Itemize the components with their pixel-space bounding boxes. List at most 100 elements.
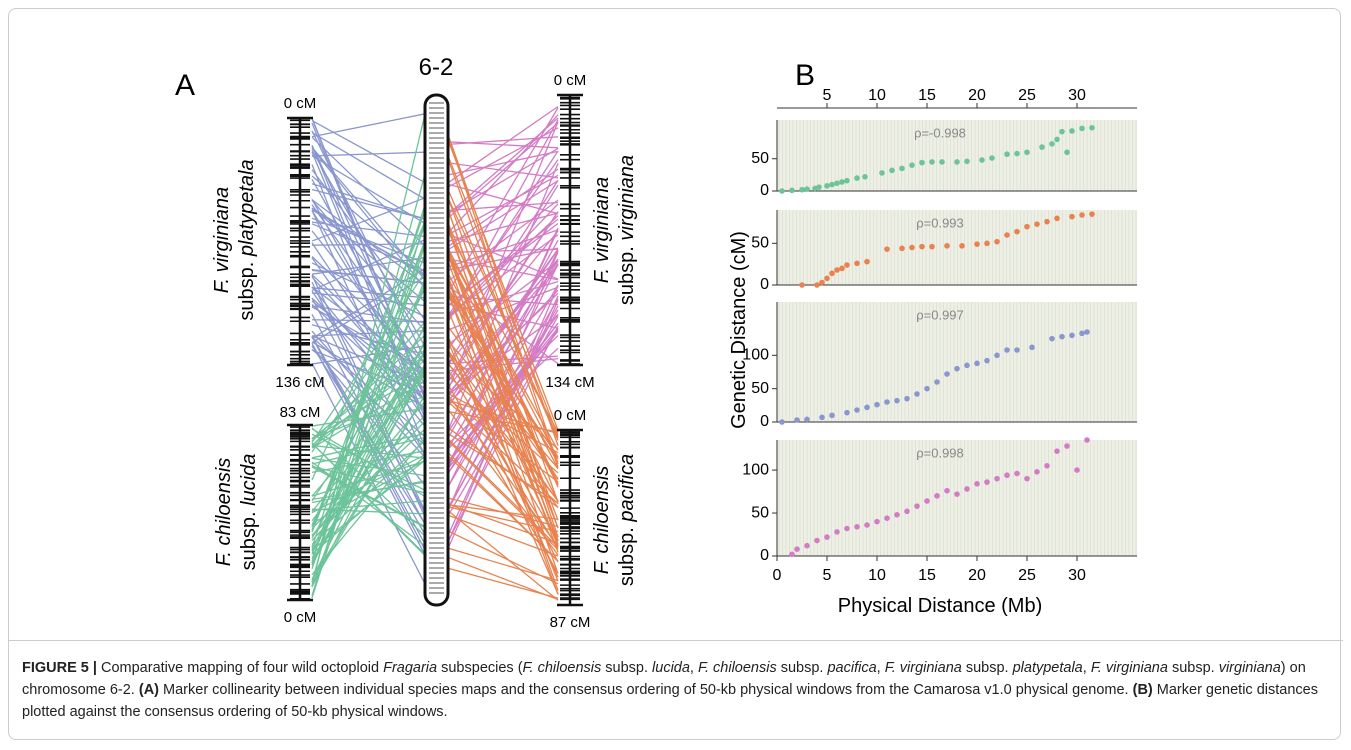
caption-run: FIGURE 5 | (22, 660, 101, 676)
caption-run: lucida (652, 660, 690, 676)
data-point (914, 391, 920, 397)
data-point (934, 379, 940, 385)
data-point (894, 397, 900, 404)
data-point (934, 493, 940, 499)
caption-run: F. chiloensis (522, 660, 602, 676)
x-tick-label: 30 (1068, 567, 1086, 584)
subspecies: lucida (238, 454, 260, 506)
data-point (944, 243, 950, 249)
marker-link (311, 306, 426, 371)
marker-link (447, 264, 559, 396)
data-point (924, 498, 930, 504)
marker-link (311, 204, 426, 364)
data-point (799, 282, 805, 288)
data-point (834, 267, 840, 273)
marker-link (311, 444, 426, 459)
marker-link (311, 457, 426, 477)
data-point (789, 187, 795, 194)
caption-run: subsp. (776, 660, 828, 676)
marker-link (311, 114, 426, 587)
marker-link (311, 369, 426, 522)
marker-link (311, 420, 426, 541)
map-top-label: 83 cM (280, 404, 321, 421)
marker-link (447, 357, 559, 372)
marker-link (447, 384, 559, 574)
x-tick-label: 0 (773, 567, 782, 584)
y-tick-label: 0 (760, 182, 769, 199)
marker-link (311, 454, 426, 514)
marker-link (311, 415, 426, 529)
data-point (844, 177, 850, 184)
separator (8, 640, 1343, 641)
marker-link (447, 251, 559, 451)
x-tick-label: 5 (823, 87, 832, 104)
data-point (1069, 128, 1075, 134)
species-name: F. chiloensis (591, 466, 613, 575)
data-point (899, 165, 905, 172)
data-point (959, 243, 965, 249)
rank: subsp. (616, 527, 638, 586)
caption-run: subspecies ( (437, 660, 523, 676)
marker-link (447, 506, 559, 532)
data-point (862, 174, 868, 180)
marker-link (447, 119, 559, 323)
y-tick-label: 100 (742, 347, 769, 364)
marker-link (447, 514, 559, 557)
data-point (844, 262, 850, 268)
data-point (1049, 335, 1055, 342)
data-point (994, 352, 1000, 359)
marker-link (447, 305, 559, 511)
data-point (1014, 228, 1020, 235)
caption-run: , (876, 660, 885, 676)
correlation-annotation: ρ=0.997 (916, 307, 964, 322)
y-tick-label: 0 (760, 547, 769, 564)
marker-link (447, 150, 559, 176)
data-point (874, 401, 880, 408)
data-point (854, 175, 860, 181)
marker-link (311, 366, 426, 562)
data-point (829, 270, 835, 277)
data-point (1084, 329, 1090, 335)
y-axis-label: Genetic Distance (cM) (728, 231, 750, 429)
correlation-annotation: ρ=0.998 (916, 445, 964, 460)
marker-link (311, 349, 426, 446)
data-point (964, 362, 970, 369)
data-point (984, 240, 990, 247)
data-point (1039, 144, 1045, 150)
data-point (889, 167, 895, 174)
marker-link (311, 155, 426, 224)
marker-link (447, 369, 559, 549)
data-point (1054, 448, 1060, 454)
data-point (829, 412, 835, 419)
marker-link (311, 197, 426, 242)
data-point (974, 241, 980, 247)
data-point (829, 181, 835, 188)
caption-run: (B) (1132, 682, 1153, 698)
correlation-annotation: ρ=-0.998 (914, 125, 966, 140)
data-point (1024, 475, 1030, 482)
map-bottom-label: 136 cM (275, 374, 324, 391)
marker-link (447, 410, 559, 433)
marker-link (311, 442, 426, 556)
rank: subsp. (616, 246, 638, 305)
data-point (899, 245, 905, 252)
x-tick-label: 15 (918, 567, 936, 584)
marker-link (311, 335, 426, 535)
marker-link (447, 248, 559, 254)
panel-label: B (795, 59, 815, 92)
subspecies: pacifica (616, 454, 638, 523)
subspecies-name: subsp. lucida (238, 454, 260, 571)
data-point (1074, 467, 1080, 473)
data-point (779, 419, 785, 425)
data-point (1059, 128, 1065, 135)
data-point (1084, 437, 1090, 443)
subspecies: platypetala (236, 159, 258, 257)
data-point (1089, 211, 1095, 217)
x-tick-label: 5 (823, 567, 832, 584)
marker-link (447, 159, 559, 316)
data-point (854, 260, 860, 267)
data-point (944, 487, 950, 494)
data-point (804, 186, 810, 192)
subspecies-name: subsp. pacifica (616, 454, 638, 586)
